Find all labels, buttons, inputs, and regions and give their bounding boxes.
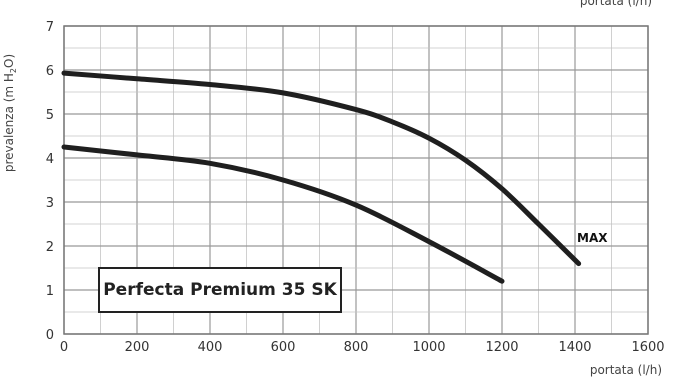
y-tick-label: 5	[46, 108, 54, 123]
series-curves	[61, 70, 582, 284]
model-label: Perfecta Premium 35 SK	[103, 280, 337, 300]
y-tick-label: 0	[46, 328, 54, 343]
y-tick-label: 4	[46, 152, 54, 167]
x-tick-label: 0	[60, 340, 68, 355]
curve-max	[61, 70, 582, 267]
x-axis-title: portata (l/h)	[590, 363, 662, 377]
y-axis-title-main: prevalenza (m H	[2, 73, 16, 172]
x-tick-label: 200	[125, 340, 150, 355]
y-axis-title-sub: 2	[9, 68, 18, 73]
x-tick-label: 1000	[412, 340, 445, 355]
plot-frame	[63, 25, 649, 335]
y-tick-label: 3	[46, 196, 54, 211]
x-tick-label: 600	[271, 340, 296, 355]
x-tick-label: 1600	[631, 340, 664, 355]
x-tick-label: 400	[198, 340, 223, 355]
x-tick-label: 1400	[558, 340, 591, 355]
curve-min	[61, 144, 505, 284]
y-tick-labels: 0 1 2 3 4 5 6 7	[46, 20, 54, 343]
y-axis-title: prevalenza (m H2O)	[2, 54, 18, 172]
x-tick-label: 800	[344, 340, 369, 355]
axes	[63, 25, 649, 335]
y-tick-label: 7	[46, 20, 54, 35]
x-tick-label: 1200	[485, 340, 518, 355]
y-tick-label: 1	[46, 284, 54, 299]
x-axis-title-top: portata (l/h)	[580, 0, 652, 8]
y-axis-title-end: O)	[2, 54, 16, 68]
y-tick-label: 6	[46, 64, 54, 79]
y-tick-label: 2	[46, 240, 54, 255]
x-tick-labels: 0 200 400 600 800 1000 1200 1400 1600	[60, 340, 665, 355]
model-label-box: Perfecta Premium 35 SK	[98, 267, 342, 313]
series-label-max: MAX	[577, 231, 608, 245]
